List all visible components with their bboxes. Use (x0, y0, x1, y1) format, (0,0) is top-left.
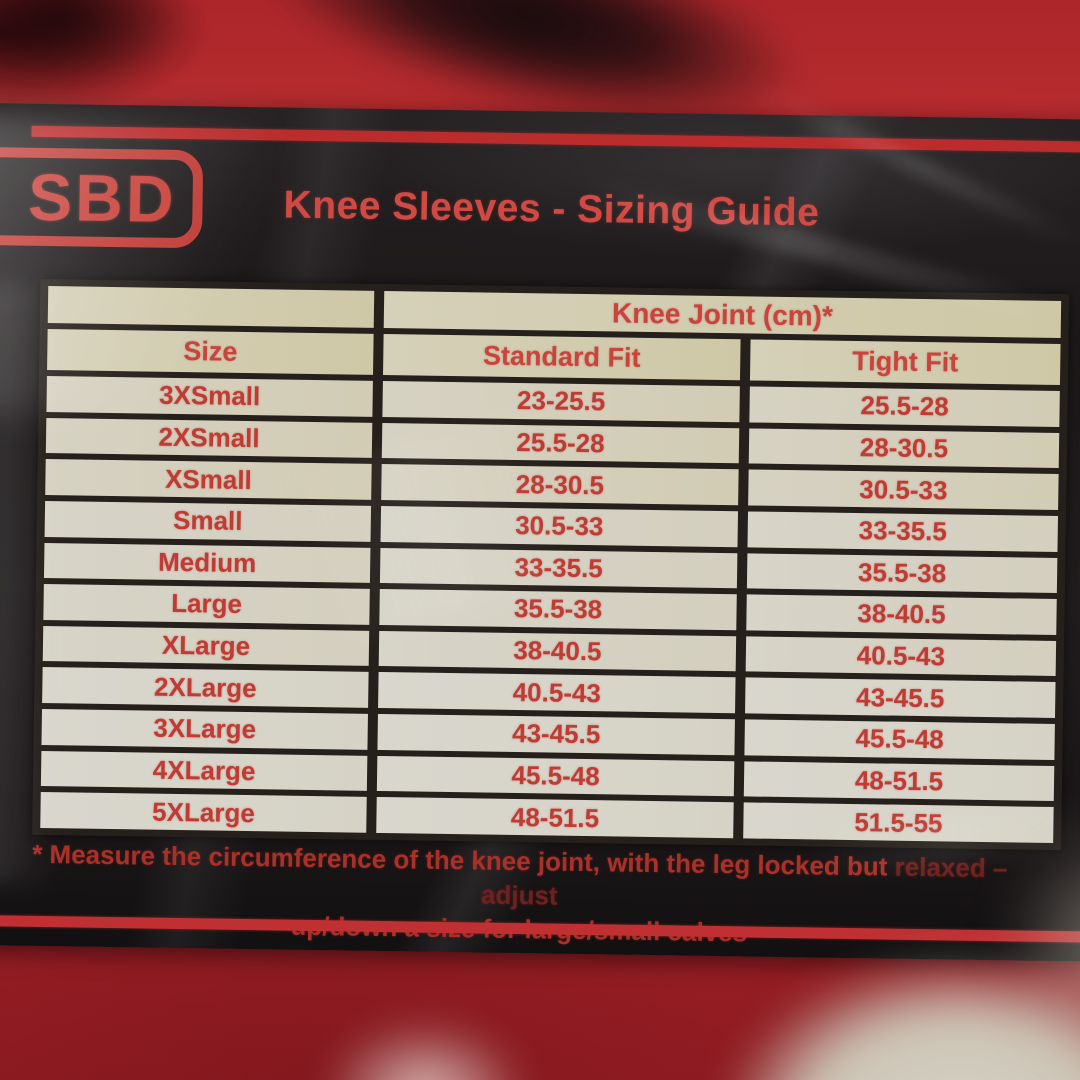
standard-fit-cell: 23-25.5 (382, 381, 740, 422)
size-cell: XLarge (42, 625, 370, 667)
standard-fit-cell: 33-35.5 (379, 547, 738, 589)
column-header-tight-fit: Tight Fit (749, 339, 1061, 386)
page-title: Knee Sleeves - Sizing Guide (283, 183, 820, 235)
tight-fit-cell: 35.5-38 (746, 552, 1058, 594)
sizing-guide-label: SBD Knee Sleeves - Sizing Guide Knee Joi… (0, 82, 1080, 962)
column-header-standard-fit: Standard Fit (383, 334, 741, 381)
tight-fit-cell: 43-45.5 (745, 677, 1056, 719)
size-cell: 3XSmall (46, 376, 373, 417)
label-top-rule (31, 125, 1080, 153)
shadow-top-left (0, 0, 190, 90)
tight-fit-cell: 33-35.5 (747, 511, 1058, 552)
size-cell: 5XLarge (40, 792, 367, 833)
blurred-highlight (320, 1018, 530, 1080)
table-corner-cell (47, 286, 375, 328)
blurred-foreground-haze (1000, 820, 1080, 1080)
size-cell: 4XLarge (40, 750, 368, 792)
standard-fit-cell: 40.5-43 (378, 672, 736, 714)
tight-fit-cell: 40.5-43 (745, 636, 1057, 677)
size-cell: 3XLarge (41, 709, 368, 750)
standard-fit-cell: 25.5-28 (381, 422, 740, 464)
standard-fit-cell: 43-45.5 (377, 714, 735, 755)
tight-fit-cell: 28-30.5 (748, 428, 1060, 469)
group-header-knee-joint: Knee Joint (cm)* (383, 291, 1062, 339)
size-cell: XSmall (45, 459, 372, 500)
standard-fit-cell: 45.5-48 (376, 755, 735, 797)
sbd-logo: SBD (0, 146, 204, 249)
tight-fit-cell: 25.5-28 (749, 386, 1060, 427)
size-cell: Small (44, 500, 372, 542)
size-cell: Medium (43, 542, 371, 584)
size-cell: Large (43, 584, 370, 625)
sizing-table: Knee Joint (cm)* Size Standard Fit Tight… (32, 278, 1070, 851)
tight-fit-cell: 48-51.5 (743, 761, 1055, 802)
standard-fit-cell: 35.5-38 (379, 589, 737, 631)
tight-fit-cell: 45.5-48 (744, 719, 1055, 760)
column-header-size: Size (47, 329, 374, 375)
sbd-logo-text: SBD (27, 159, 178, 236)
standard-fit-cell: 28-30.5 (381, 464, 739, 506)
size-cell: 2XLarge (42, 667, 369, 708)
standard-fit-cell: 48-51.5 (376, 797, 734, 839)
standard-fit-cell: 30.5-33 (380, 505, 739, 547)
standard-fit-cell: 38-40.5 (378, 630, 737, 672)
tight-fit-cell: 30.5-33 (748, 469, 1059, 510)
size-cell: 2XSmall (45, 417, 373, 459)
tight-fit-cell: 38-40.5 (746, 594, 1057, 635)
